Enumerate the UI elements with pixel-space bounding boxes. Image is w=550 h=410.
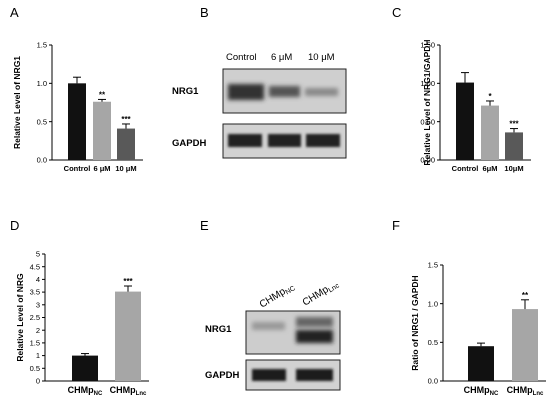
x-tick-label: CHMpNC xyxy=(464,385,499,397)
blot-b-gapdh-band xyxy=(306,134,340,147)
blot-b-lane-label: 6 μM xyxy=(271,52,292,63)
y-tick-label: 2 xyxy=(36,326,40,335)
y-tick-label: 1.50 xyxy=(420,41,435,50)
bar xyxy=(512,309,538,381)
blot-e-row-label: GAPDH xyxy=(205,370,239,381)
y-tick-label: 0.5 xyxy=(30,364,40,373)
y-tick-label: 2.5 xyxy=(30,313,40,322)
y-axis-title: Ratio of NRG1 / GAPDH xyxy=(410,275,420,370)
x-tick-label: 6 μM xyxy=(93,164,110,173)
x-tick-label: 10μM xyxy=(504,164,523,173)
y-tick-label: 4.5 xyxy=(30,262,40,271)
x-tick-label: 6μM xyxy=(482,164,497,173)
significance-label: ** xyxy=(522,291,529,300)
blot-b-row-label: NRG1 xyxy=(172,86,199,97)
y-tick-label: 3 xyxy=(36,300,40,309)
blot-e-gapdh-band xyxy=(296,369,333,381)
significance-label: *** xyxy=(123,277,133,286)
y-axis-title: Relative Level of NRG1 xyxy=(12,56,22,149)
x-tick-label: CHMpLnc xyxy=(110,385,147,397)
bar xyxy=(481,105,499,160)
y-tick-label: 0.5 xyxy=(428,338,438,347)
y-tick-label: 1.0 xyxy=(37,79,47,88)
blot-e-nrg1-band xyxy=(252,322,285,330)
significance-label: ** xyxy=(99,90,106,99)
y-tick-label: 4 xyxy=(36,275,40,284)
blot-b-lane-label: Control xyxy=(226,52,257,63)
blot-e-nrg1-band xyxy=(296,330,333,343)
bar xyxy=(72,355,98,381)
bar xyxy=(468,346,494,381)
y-tick-label: 1.5 xyxy=(428,261,438,270)
x-tick-label: Control xyxy=(64,164,91,173)
blot-b-gapdh-band xyxy=(268,134,301,147)
significance-label: *** xyxy=(509,120,519,129)
blot-b-nrg1-band xyxy=(305,88,338,96)
y-tick-label: 0.50 xyxy=(420,117,435,126)
blot-e-row-label: NRG1 xyxy=(205,324,232,335)
chart-d: 0 0.5 1 1.5 2 2.5 3 3.5 4 4.5 5 Relative Level of N… xyxy=(15,250,149,397)
chart-f: 0.0 0.5 1.0 1.5 Ratio of NRG1 / GAPDH CHMpNC *… xyxy=(410,261,546,397)
bar xyxy=(93,101,111,160)
x-tick-label: CHMpLnc xyxy=(507,385,544,397)
chart-a: 0.0 0.5 1.0 1.5 Relative Level of NRG1 Contro… xyxy=(12,41,143,173)
blot-b-lane-label: 10 μM xyxy=(308,52,335,63)
y-tick-label: 1.00 xyxy=(420,79,435,88)
y-tick-label: 1 xyxy=(36,351,40,360)
x-tick-label: CHMpNC xyxy=(68,385,103,397)
bar xyxy=(68,83,86,160)
y-axis-title: Relative Level of NRG1/GAPDH xyxy=(422,39,432,165)
significance-label: * xyxy=(488,92,492,101)
y-tick-label: 0.5 xyxy=(37,117,47,126)
x-tick-label: 10 μM xyxy=(115,164,136,173)
blot-e-lane-label: CHMpLnc xyxy=(301,278,341,309)
y-tick-label: 0.0 xyxy=(37,156,47,165)
y-tick-label: 0.0 xyxy=(428,377,438,386)
western-blot-e: CHMpNC CHMpLnc NRG1 GAPDH xyxy=(205,278,341,391)
panel-letter-d: D xyxy=(10,218,19,233)
bar xyxy=(505,132,523,160)
panel-letter-b: B xyxy=(200,5,209,20)
blot-b-gapdh-band xyxy=(228,134,262,147)
significance-label: *** xyxy=(121,115,131,124)
panel-letter-e: E xyxy=(200,218,209,233)
y-tick-label: 1.5 xyxy=(37,41,47,50)
y-tick-label: 1.5 xyxy=(30,339,40,348)
panel-letter-a: A xyxy=(10,5,19,20)
y-tick-label: 1.0 xyxy=(428,299,438,308)
blot-b-nrg1-band xyxy=(228,84,264,100)
bar xyxy=(115,291,141,381)
blot-b-row-label: GAPDH xyxy=(172,138,206,149)
y-axis-title: Relative Level of NRG xyxy=(15,273,25,362)
y-tick-label: 5 xyxy=(36,250,40,259)
blot-e-lane-label: CHMpNC xyxy=(258,281,297,312)
blot-b-nrg1-band xyxy=(269,86,300,97)
blot-e-gapdh-band xyxy=(252,369,286,381)
blot-e-nrg1-band xyxy=(296,317,333,327)
y-tick-label: 3.5 xyxy=(30,288,40,297)
bar xyxy=(117,128,135,160)
panel-letter-c: C xyxy=(392,5,401,20)
x-tick-label: Control xyxy=(452,164,479,173)
y-tick-label: 0 xyxy=(36,377,40,386)
y-tick-label: 0.00 xyxy=(420,156,435,165)
western-blot-b: Control 6 μM 10 μM NRG1 GAPDH xyxy=(172,52,347,159)
panel-letter-f: F xyxy=(392,218,400,233)
bar xyxy=(456,82,474,160)
